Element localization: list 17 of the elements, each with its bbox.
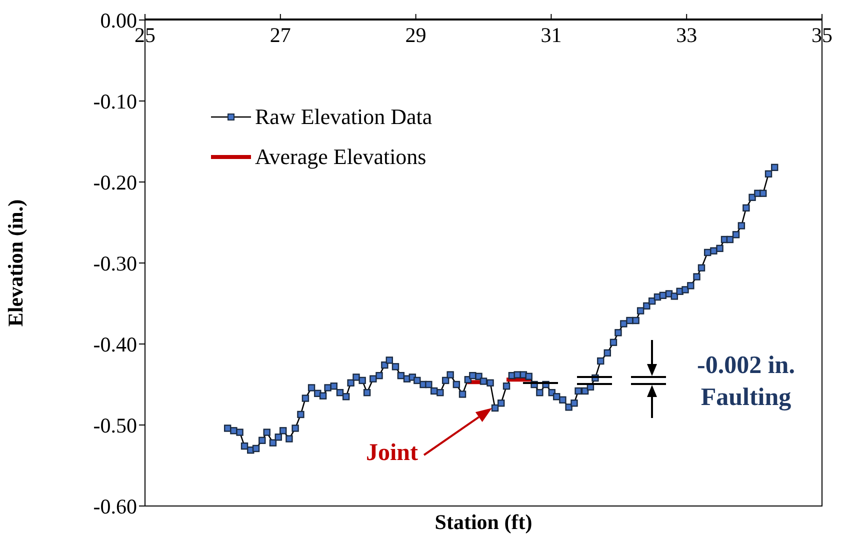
annotation: Joint	[366, 440, 418, 466]
x-tick-label: 29	[405, 23, 426, 47]
x-axis-title: Station (ft)	[434, 510, 534, 535]
y-tick-label: -0.40	[93, 332, 137, 356]
y-tick-label: 0.00	[100, 8, 137, 32]
x-tick-label: 33	[676, 23, 698, 47]
y-tick-label: -0.20	[93, 170, 137, 194]
x-tick-label: 31	[540, 23, 562, 47]
legend-label: Average Elevations	[255, 144, 426, 170]
y-tick-label: -0.30	[93, 251, 137, 276]
y-axis-title: Elevation (in.)	[3, 199, 28, 327]
x-tick-label: 27	[270, 23, 291, 47]
y-tick-label: -0.10	[93, 89, 137, 114]
annotation: -0.002 in. Faulting	[696, 351, 796, 413]
y-tick-label: -0.50	[93, 413, 137, 438]
y-tick-label: -0.60	[93, 494, 137, 518]
legend-label: Raw Elevation Data	[255, 104, 432, 130]
